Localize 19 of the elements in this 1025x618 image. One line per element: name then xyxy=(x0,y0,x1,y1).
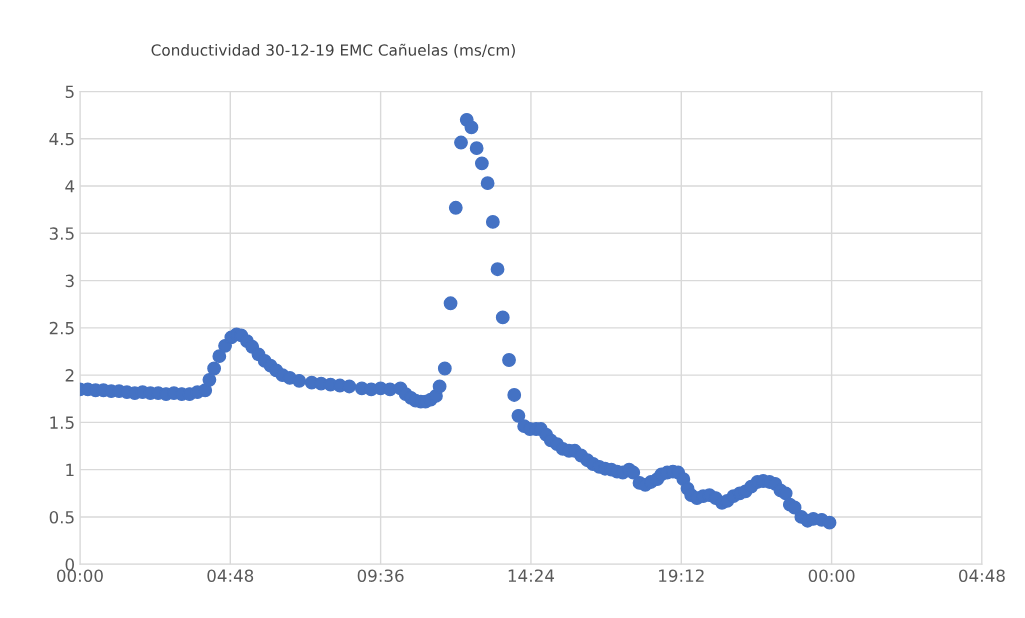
y-tick-label: 1.5 xyxy=(50,416,74,429)
x-tick-label: 00:00 xyxy=(57,569,103,582)
chart-title: Conductividad 30-12-19 EMC Cañuelas (ms/cm) xyxy=(151,43,515,58)
y-tick-label: 0.5 xyxy=(49,510,74,524)
y-tick-label: 0 xyxy=(65,558,74,571)
y-tick-label: 1 xyxy=(66,463,74,477)
y-tick-label: 4 xyxy=(65,180,75,193)
y-tick-label: 3 xyxy=(65,274,74,288)
x-tick-label: 19:12 xyxy=(659,569,704,582)
x-tick-label: 00:00 xyxy=(808,569,855,582)
y-tick-label: 2.5 xyxy=(49,321,74,335)
y-tick-label: 2 xyxy=(65,369,74,382)
y-tick-label: 5 xyxy=(65,85,74,99)
y-tick-label: 4.5 xyxy=(49,132,74,146)
y-tick-label: 3.5 xyxy=(49,227,74,240)
x-tick-label: 04:48 xyxy=(959,569,1005,582)
x-tick-label: 04:48 xyxy=(207,569,254,582)
x-tick-label: 09:36 xyxy=(357,569,404,582)
x-tick-label: 14:24 xyxy=(508,569,555,582)
